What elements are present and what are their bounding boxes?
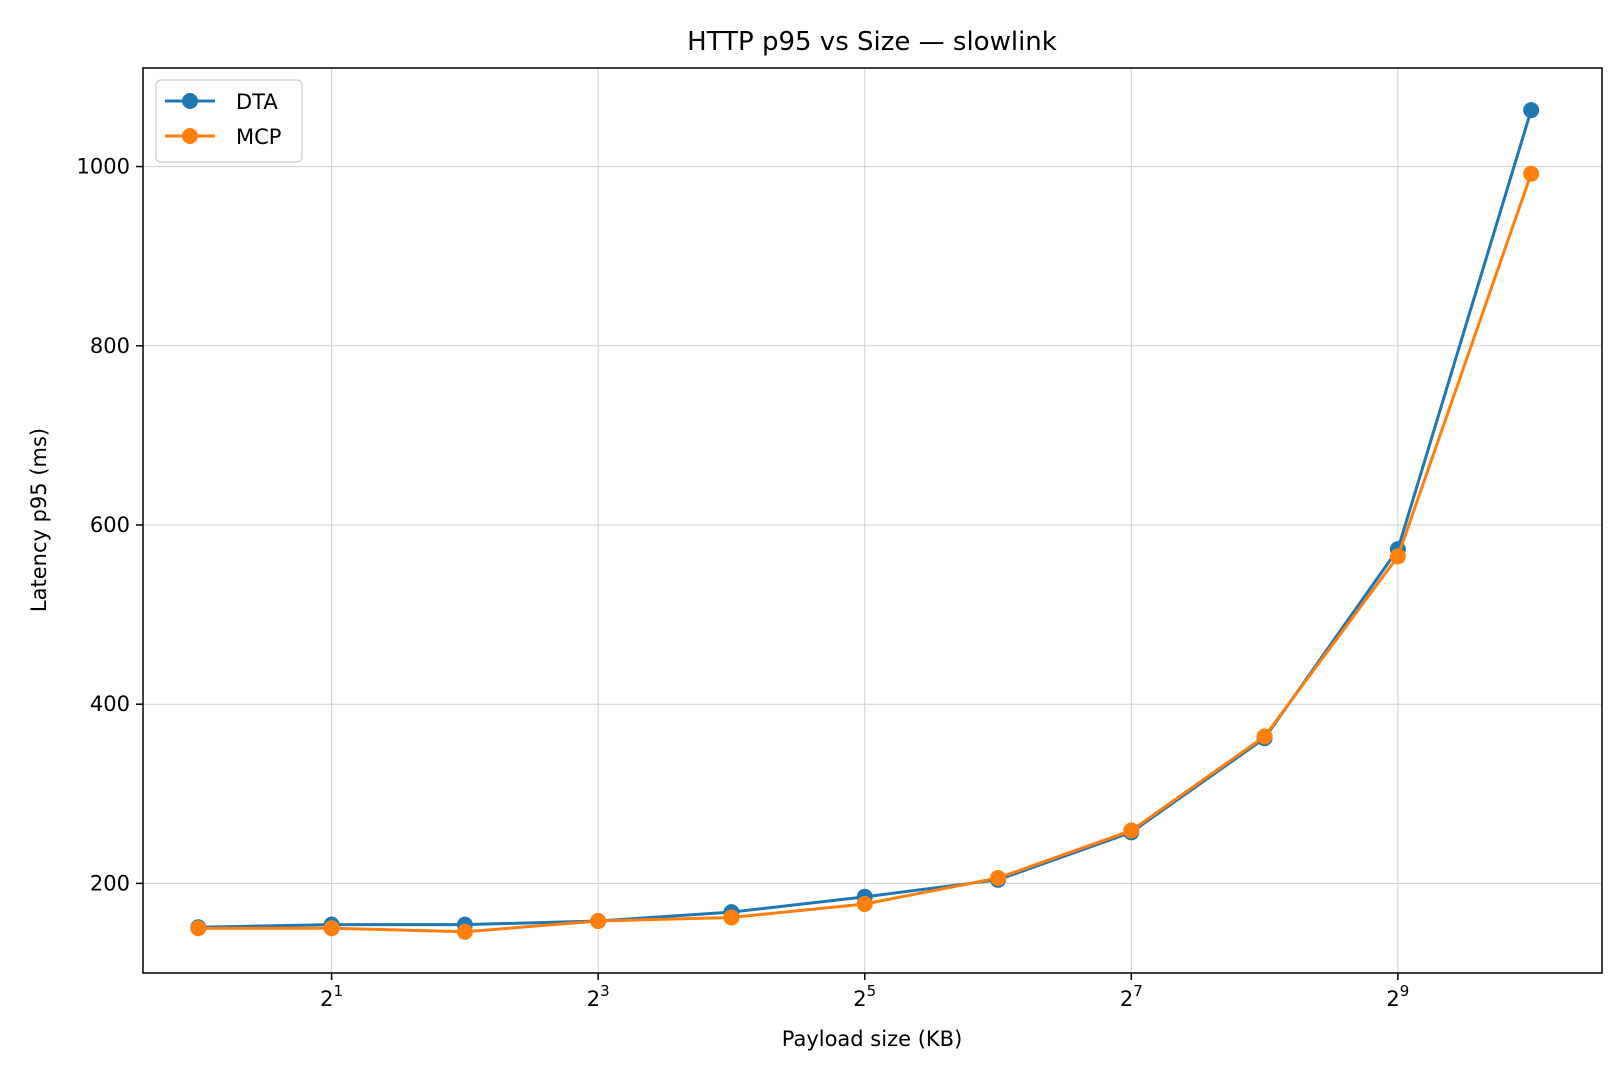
plot-frame	[142, 67, 1603, 974]
x-tick-label: 29	[1386, 982, 1409, 1011]
data-point-mcp	[990, 870, 1007, 887]
x-tick-base: 2	[1386, 987, 1399, 1011]
legend-label: MCP	[236, 125, 281, 149]
x-tick-label: 23	[587, 982, 610, 1011]
legend-entry: MCP	[165, 125, 281, 149]
data-point-mcp	[1389, 548, 1406, 565]
y-tick-label: 200	[90, 871, 130, 895]
x-tick-label: 27	[1120, 982, 1143, 1011]
series-layer	[190, 102, 1540, 940]
y-tick-label: 1000	[77, 155, 130, 179]
data-point-mcp	[723, 909, 740, 926]
legend-entry: DTA	[165, 90, 278, 114]
x-axis-ticks: 21 23 25 27 29	[320, 973, 1409, 1011]
x-tick-exponent: 5	[867, 982, 877, 1000]
y-tick-label: 800	[90, 334, 130, 358]
grid	[143, 68, 1602, 973]
x-tick-base: 2	[853, 987, 866, 1011]
data-point-dta	[1523, 102, 1540, 119]
x-tick-exponent: 7	[1133, 982, 1143, 1000]
legend-marker	[182, 128, 198, 144]
y-axis-label: Latency p95 (ms)	[27, 428, 51, 612]
legend: DTA MCP	[155, 79, 303, 163]
y-tick-label: 400	[90, 692, 130, 716]
x-tick-base: 2	[587, 987, 600, 1011]
x-tick-label: 21	[320, 982, 343, 1011]
y-tick-label: 600	[90, 513, 130, 537]
data-point-mcp	[323, 920, 340, 937]
x-axis-label: Payload size (KB)	[782, 1027, 963, 1051]
data-point-mcp	[456, 923, 473, 940]
x-tick-base: 2	[1120, 987, 1133, 1011]
x-tick-exponent: 9	[1400, 982, 1410, 1000]
legend-box	[155, 79, 303, 163]
legend-label: DTA	[236, 90, 278, 114]
x-tick-base: 2	[320, 987, 333, 1011]
chart-title: HTTP p95 vs Size — slowlink	[687, 27, 1057, 57]
data-point-mcp	[1523, 165, 1540, 182]
legend-marker	[182, 93, 198, 109]
y-axis-ticks: 200 400 600 800 1000	[77, 155, 143, 895]
x-tick-exponent: 3	[600, 982, 610, 1000]
x-tick-exponent: 1	[334, 982, 344, 1000]
data-point-mcp	[856, 896, 873, 913]
data-point-mcp	[190, 920, 207, 937]
data-point-mcp	[590, 913, 607, 930]
data-point-mcp	[1123, 822, 1140, 839]
data-point-mcp	[1256, 728, 1273, 745]
x-tick-label: 25	[853, 982, 876, 1011]
series-mcp	[190, 165, 1540, 940]
